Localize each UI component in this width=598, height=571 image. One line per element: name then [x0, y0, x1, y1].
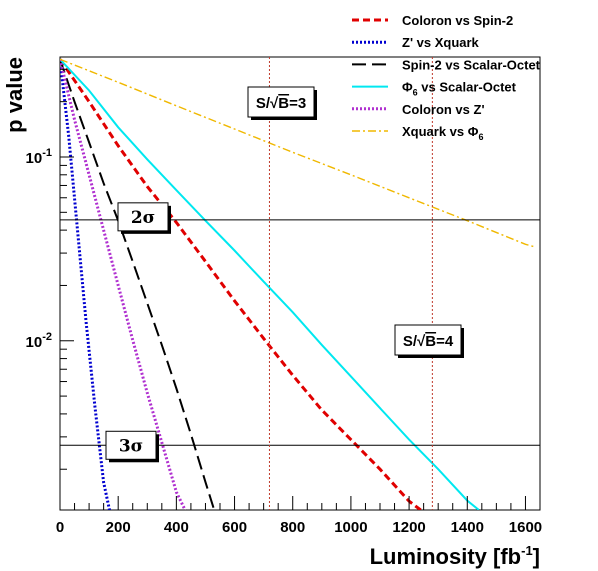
annotation-layer: 2σ 3σ S/√B=3 S/√B=4 [105, 86, 464, 463]
legend: Coloron vs Spin-2 Z' vs Xquark Spin-2 vs S… [352, 13, 541, 142]
series-layer [60, 58, 535, 510]
series-line-1 [60, 58, 422, 510]
axes-layer: 0 200 400 600 800 1000 1200 1400 1600 10-1 10-2 Lum… [2, 57, 542, 569]
lumi-label-2: S/√B=4 [403, 333, 454, 350]
series-line-2 [60, 59, 111, 510]
x-tick-label-3: 600 [222, 519, 247, 536]
series-line-6 [60, 58, 535, 248]
plot-frame [59, 56, 541, 511]
x-tick-label-8: 1600 [509, 519, 542, 536]
x-tick-label-1: 200 [106, 519, 131, 536]
x-tick-label-7: 1400 [451, 519, 484, 536]
legend-label-2: Z' vs Xquark [402, 35, 480, 50]
legend-label-3: Spin-2 vs Scalar-Octet [402, 57, 541, 72]
x-tick-label-0: 0 [56, 519, 64, 536]
x-axis-title: Luminosity [fb-1] [370, 543, 540, 569]
sigma-box-1 [117, 202, 169, 232]
legend-label-6: Xquark vs Φ6 [402, 124, 483, 142]
x-tick-label-4: 800 [280, 519, 305, 536]
x-tick-label-6: 1200 [392, 519, 425, 536]
lumi-box-2 [394, 324, 462, 356]
x-tick-label-2: 400 [164, 519, 189, 536]
plot-border [59, 56, 541, 511]
legend-label-4: Φ6 vs Scalar-Octet [402, 80, 517, 98]
y-tick-label-0: 10-1 [26, 147, 52, 167]
series-line-5 [60, 58, 187, 510]
lumi-box-1 [247, 86, 315, 118]
y-tick-label-1: 10-2 [26, 331, 52, 351]
series-line-3 [60, 58, 216, 510]
legend-label-1: Coloron vs Spin-2 [402, 13, 513, 28]
sigma-box-2 [105, 430, 157, 460]
legend-label-5: Coloron vs Z' [402, 102, 485, 117]
sigma-label-2: 3σ [119, 436, 143, 456]
series-line-4 [60, 58, 480, 510]
y-axis-title: p value [2, 57, 27, 133]
lumi-label-1: S/√B=3 [256, 95, 306, 112]
x-tick-label-5: 1000 [334, 519, 367, 536]
sigma-label-1: 2σ [131, 208, 155, 228]
